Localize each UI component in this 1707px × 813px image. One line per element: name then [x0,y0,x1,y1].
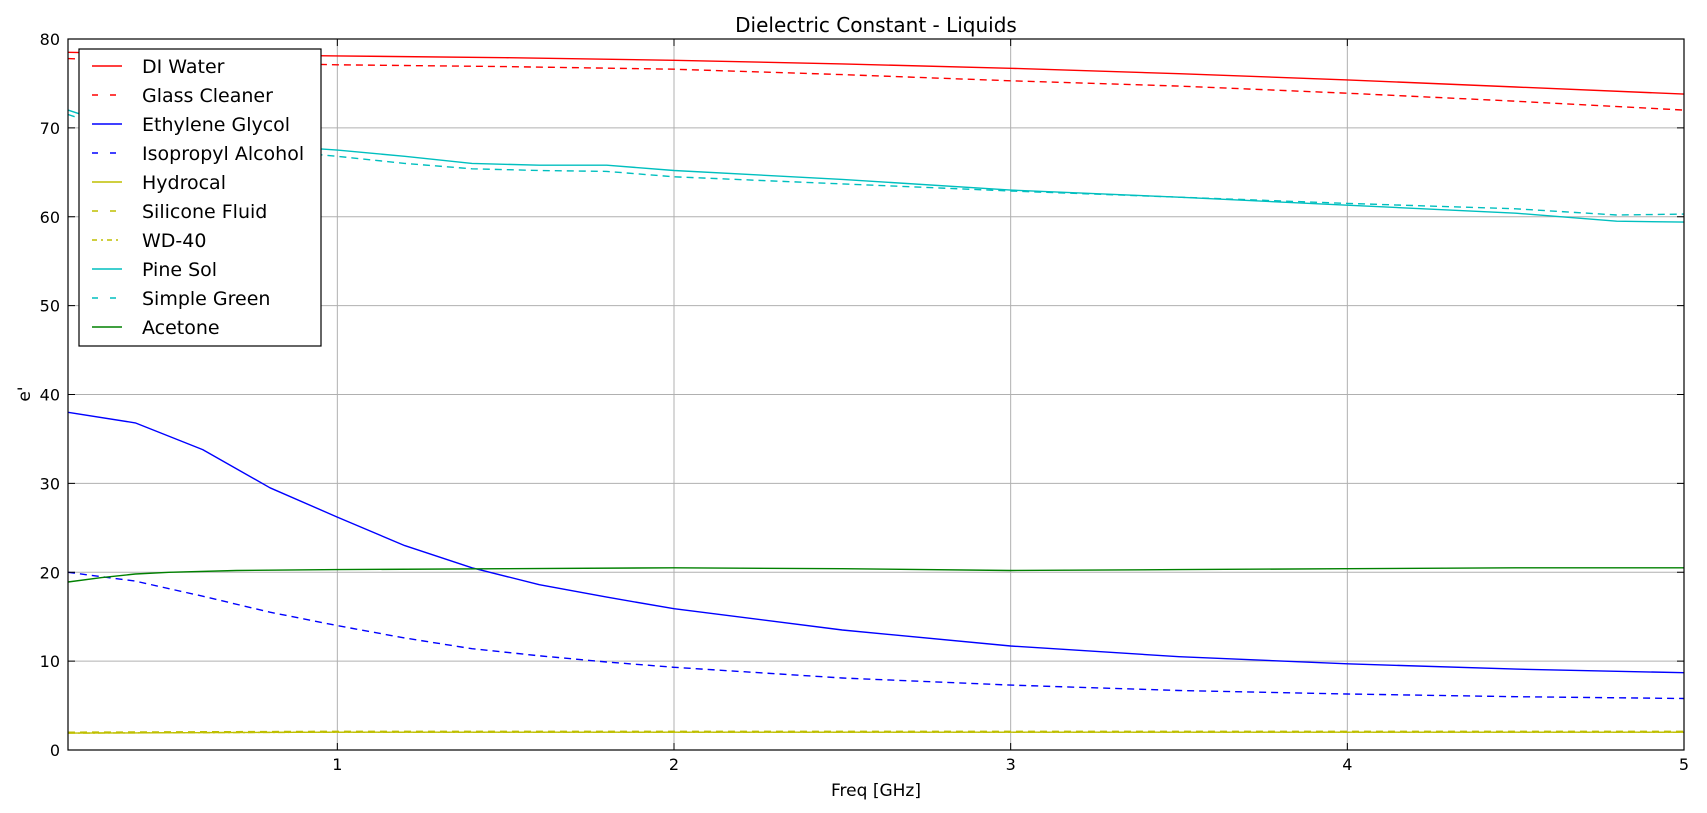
y-tick-label: 50 [40,297,60,316]
legend-box [78,48,322,347]
x-axis-label: Freq [GHz] [831,781,921,801]
x-tick-label: 3 [1006,755,1016,774]
legend-label: Pine Sol [142,259,217,281]
y-tick-label: 10 [40,652,60,671]
series-line [67,571,1685,700]
series-line [67,567,1684,583]
legend-label: Ethylene Glycol [142,114,290,136]
y-axis-label: e' [15,386,35,401]
legend-label: Hydrocal [142,172,226,194]
y-tick-label: 0 [50,741,60,760]
series-line [67,731,1684,734]
legend-label: Isopropyl Alcohol [142,143,304,165]
chart-title: Dielectric Constant - Liquids [735,13,1017,37]
series-line [67,411,1685,674]
legend-label: Glass Cleaner [142,85,273,107]
legend: DI Water Glass Cleaner Ethylene Glycol Isop… [78,48,322,347]
series-line [67,57,1685,111]
x-tick-label: 2 [669,755,679,774]
legend-label: Silicone Fluid [142,201,267,223]
x-tick-label: 1 [332,755,342,774]
y-tick-label: 60 [40,208,60,227]
legend-label: Acetone [142,317,220,339]
y-tick-label: 40 [40,386,60,405]
legend-label: Simple Green [142,288,270,310]
x-tick-label: 5 [1679,755,1689,774]
x-tick-label: 4 [1342,755,1352,774]
y-tick-label: 30 [40,474,60,493]
y-tick-label: 20 [40,563,60,582]
grid-layer [68,39,1684,750]
y-tick-label: 70 [40,119,60,138]
series-line [67,730,1684,733]
legend-label: WD-40 [142,230,206,252]
legend-label: DI Water [142,56,225,78]
y-tick-label: 80 [40,30,60,49]
